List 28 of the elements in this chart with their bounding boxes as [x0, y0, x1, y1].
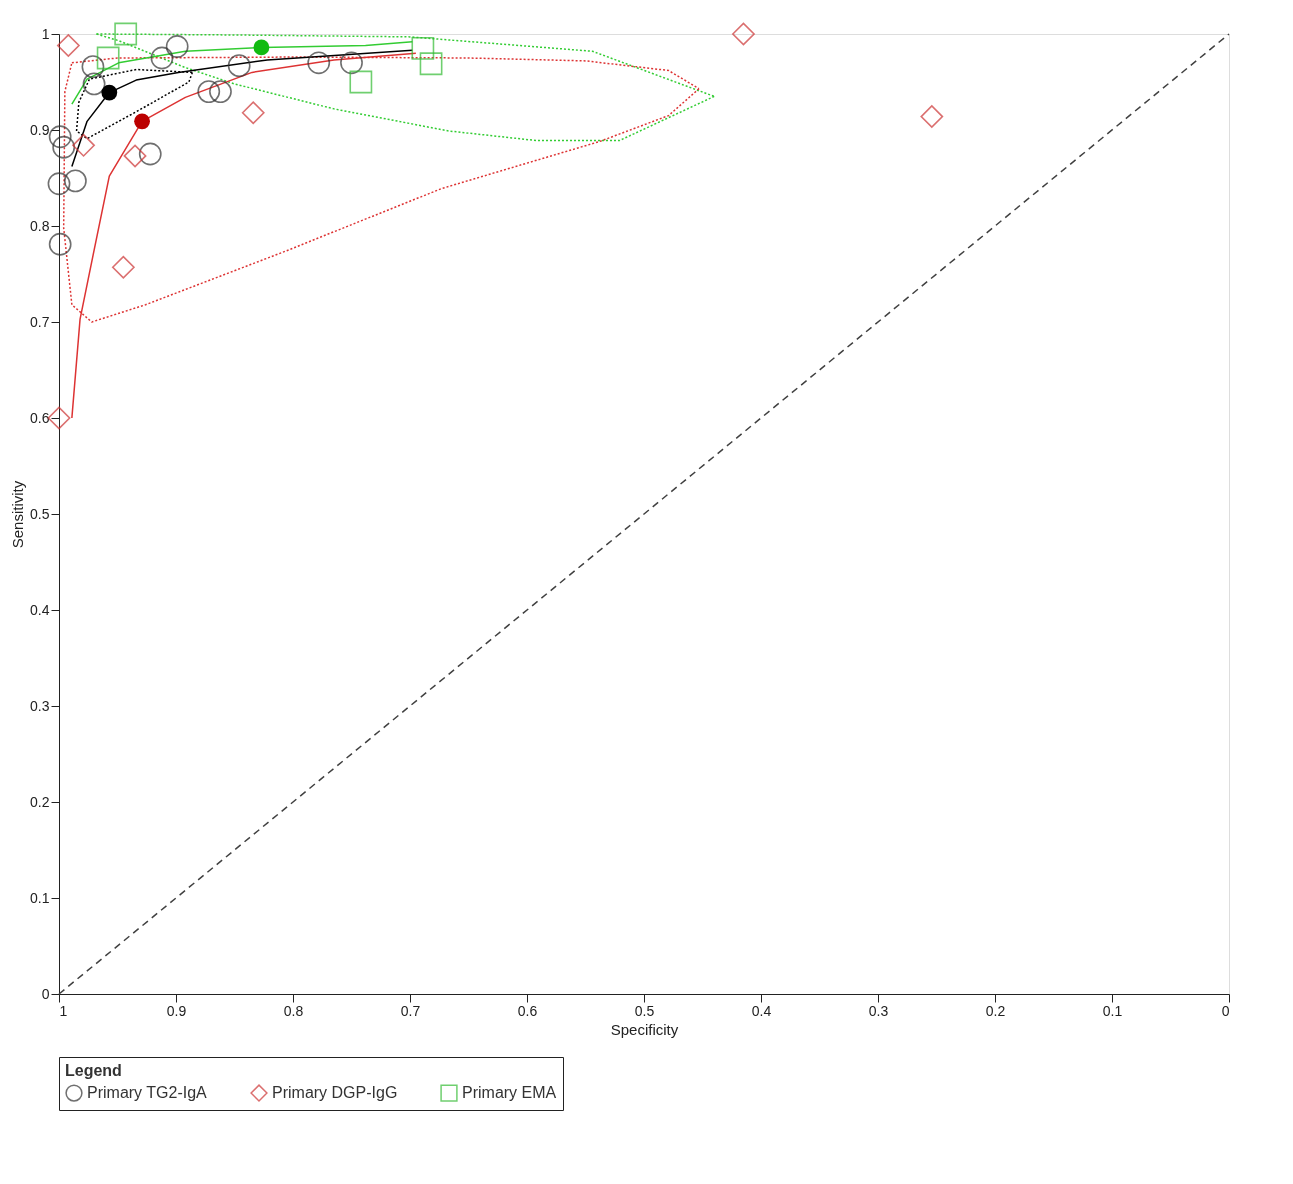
- y-tick-label: 0.1: [30, 889, 50, 906]
- x-tick-label: 0.5: [634, 1002, 655, 1019]
- y-tick-label: 0.8: [30, 217, 50, 234]
- legend-label: Primary TG2-IgA: [87, 1084, 208, 1102]
- x-tick-label: 0.8: [283, 1002, 304, 1019]
- legend-label: Primary DGP-IgG: [272, 1084, 398, 1102]
- x-tick-label: 0.3: [868, 1002, 889, 1019]
- y-axis-title: Sensitivity: [9, 480, 27, 549]
- x-tick-label: 0.2: [985, 1002, 1006, 1019]
- y-tick-label: 0.4: [30, 601, 50, 618]
- x-tick-label: 1: [59, 1002, 68, 1019]
- y-tick-label: 0.6: [30, 409, 50, 426]
- y-tick-label: 1: [41, 25, 50, 42]
- y-tick-label: 0: [41, 985, 50, 1002]
- x-tick-label: 0.7: [400, 1002, 421, 1019]
- x-axis-title: Specificity: [610, 1020, 679, 1038]
- legend-label: Primary EMA: [462, 1084, 557, 1102]
- y-tick-label: 0.7: [30, 313, 50, 330]
- x-tick-label: 0: [1221, 1002, 1230, 1019]
- y-tick-label: 0.3: [30, 697, 50, 714]
- y-tick-label: 0.9: [30, 121, 50, 138]
- x-tick-label: 0.4: [751, 1002, 772, 1019]
- y-tick-label: 0.2: [30, 793, 50, 810]
- x-tick-label: 0.9: [166, 1002, 187, 1019]
- legend-title: Legend: [65, 1062, 122, 1079]
- x-tick-label: 0.1: [1102, 1002, 1123, 1019]
- x-tick-label: 0.6: [517, 1002, 538, 1019]
- y-tick-label: 0.5: [30, 505, 50, 522]
